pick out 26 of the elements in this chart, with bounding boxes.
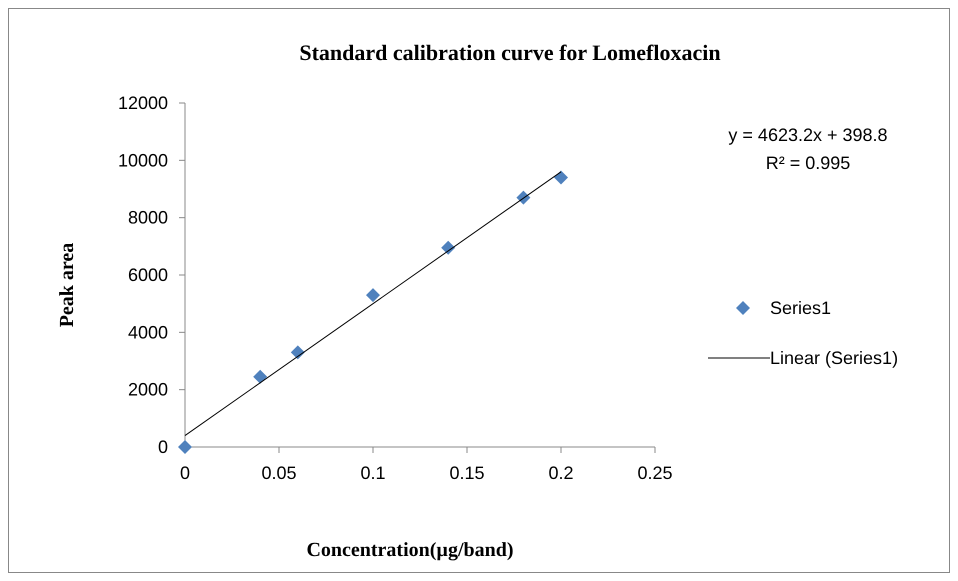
y-tick-label: 4000 bbox=[128, 322, 168, 342]
point bbox=[516, 190, 530, 205]
y-tick-label: 8000 bbox=[128, 208, 168, 228]
legend-label: Linear (Series1) bbox=[770, 348, 898, 368]
point bbox=[366, 288, 380, 302]
point bbox=[253, 370, 268, 384]
y-tick-label: 12000 bbox=[118, 93, 168, 113]
chart-title: Standard calibration curve for Lomefloxacin bbox=[299, 40, 721, 65]
text: R² = 0.995 bbox=[766, 153, 850, 173]
y-tick-label: 10000 bbox=[118, 150, 168, 170]
point bbox=[441, 240, 456, 255]
y-tick-label: 6000 bbox=[128, 265, 168, 285]
x-axis-title: Concentration(µg/band) bbox=[306, 539, 514, 561]
text: y = 4623.2x + 398.8 bbox=[728, 125, 888, 145]
x-tick-label: 0.1 bbox=[360, 463, 386, 483]
y-tick-label: 2000 bbox=[128, 380, 168, 400]
x-tick-label: 0 bbox=[180, 463, 190, 483]
x-tick-label: 0.15 bbox=[449, 463, 485, 483]
point bbox=[178, 440, 192, 454]
y-tick-label: 0 bbox=[158, 437, 168, 457]
legend-label: Series1 bbox=[770, 298, 832, 318]
x-tick-label: 0.05 bbox=[261, 463, 297, 483]
point bbox=[554, 170, 568, 185]
y-axis-title: Peak area bbox=[56, 242, 78, 328]
x-tick-label: 0.2 bbox=[548, 463, 574, 483]
x-tick-label: 0.25 bbox=[637, 463, 673, 483]
